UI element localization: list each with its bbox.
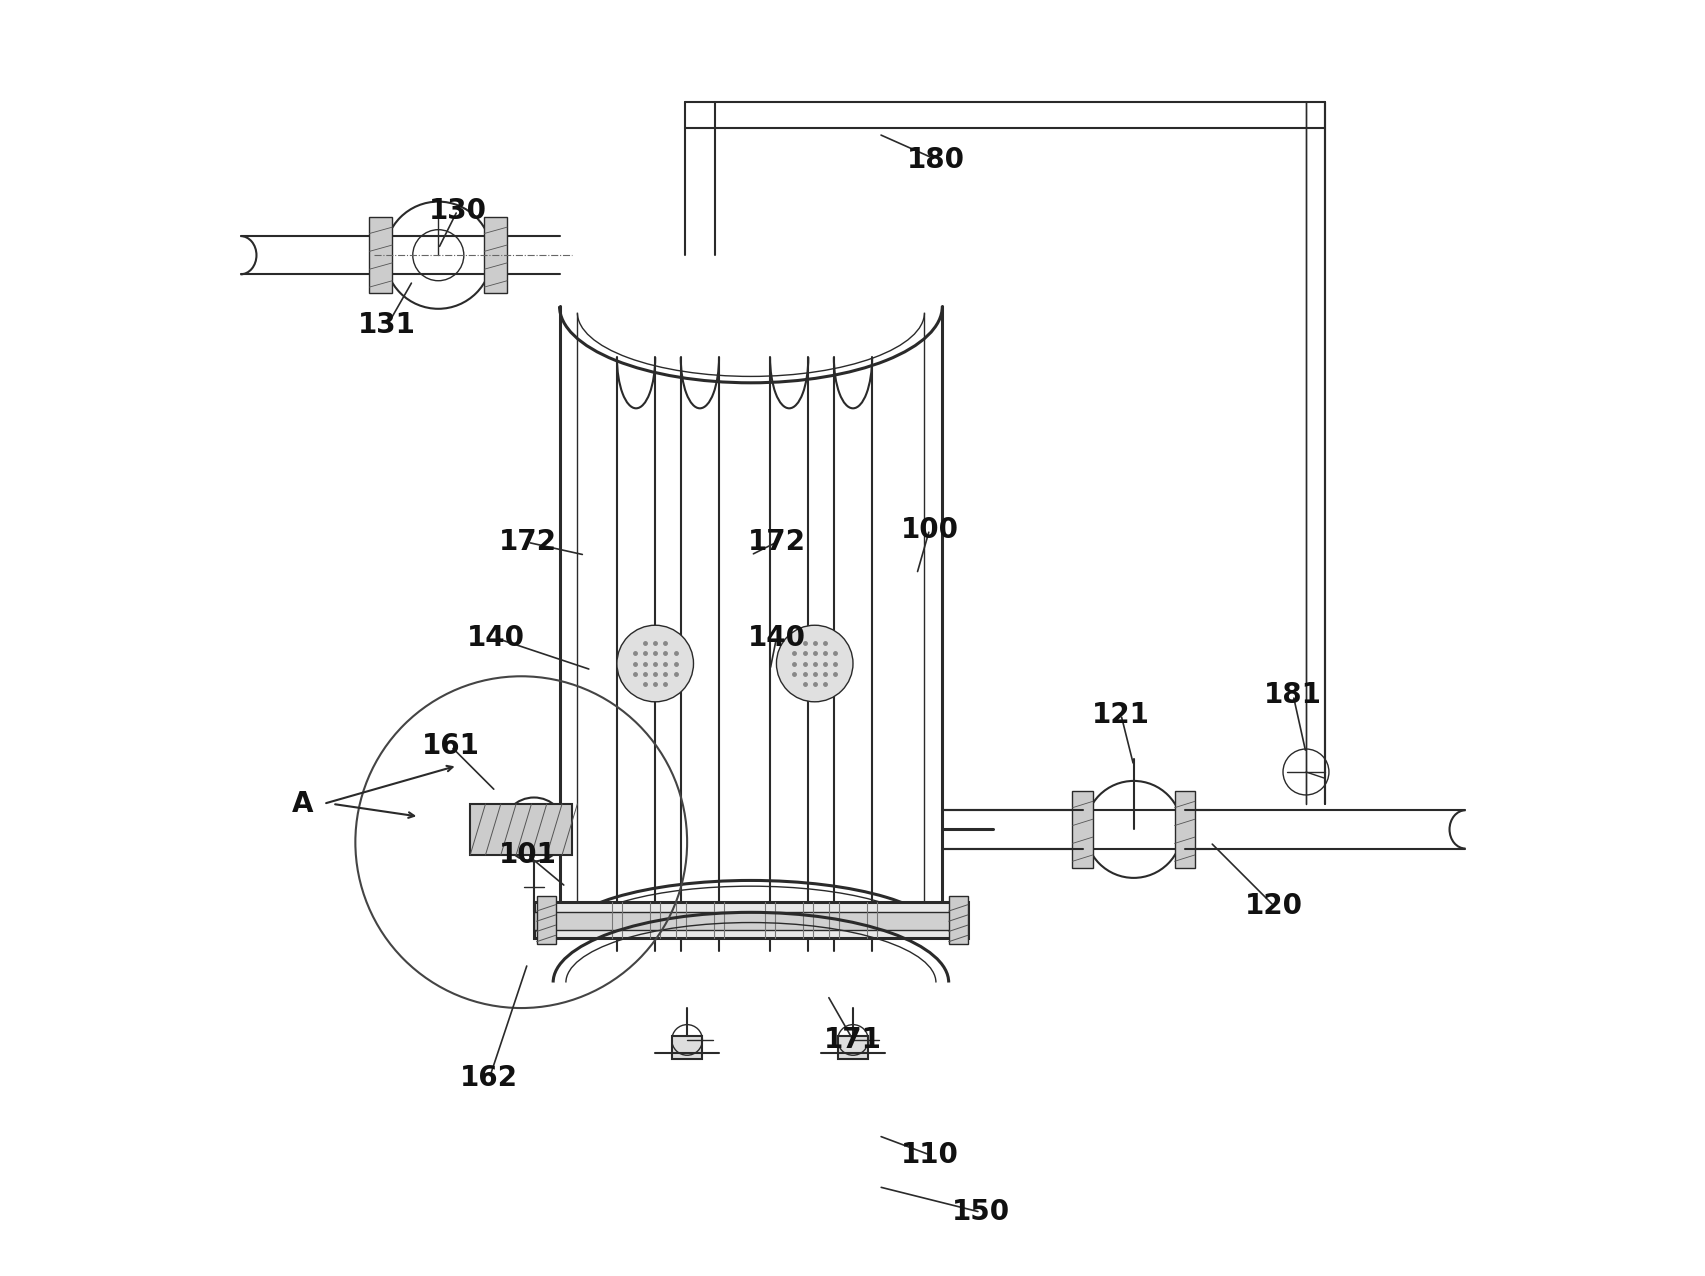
Text: 161: 161 — [421, 732, 479, 760]
Bar — [534, 912, 967, 930]
Bar — [370, 217, 392, 293]
Text: 172: 172 — [747, 528, 805, 556]
Bar — [672, 1036, 702, 1059]
Text: 131: 131 — [358, 311, 416, 339]
Text: 181: 181 — [1263, 681, 1321, 709]
Text: 172: 172 — [498, 528, 556, 556]
Bar — [948, 896, 967, 944]
Text: 120: 120 — [1245, 892, 1303, 920]
Bar — [1173, 791, 1194, 868]
Text: 130: 130 — [428, 197, 486, 225]
Text: 101: 101 — [498, 841, 556, 869]
Circle shape — [776, 625, 852, 702]
Text: A: A — [292, 790, 314, 818]
Bar — [837, 1036, 868, 1059]
Text: 171: 171 — [824, 1026, 881, 1054]
Bar — [537, 896, 556, 944]
Text: 180: 180 — [907, 145, 965, 174]
Circle shape — [617, 625, 694, 702]
Text: 150: 150 — [951, 1198, 1009, 1226]
Bar — [484, 217, 506, 293]
Bar — [471, 804, 571, 855]
Text: 110: 110 — [900, 1141, 958, 1169]
Text: 162: 162 — [460, 1064, 518, 1092]
Bar — [1072, 791, 1093, 868]
Text: 121: 121 — [1091, 701, 1149, 729]
Text: 140: 140 — [467, 624, 525, 652]
Text: 140: 140 — [747, 624, 805, 652]
Text: 100: 100 — [900, 516, 958, 544]
Bar — [534, 902, 967, 938]
